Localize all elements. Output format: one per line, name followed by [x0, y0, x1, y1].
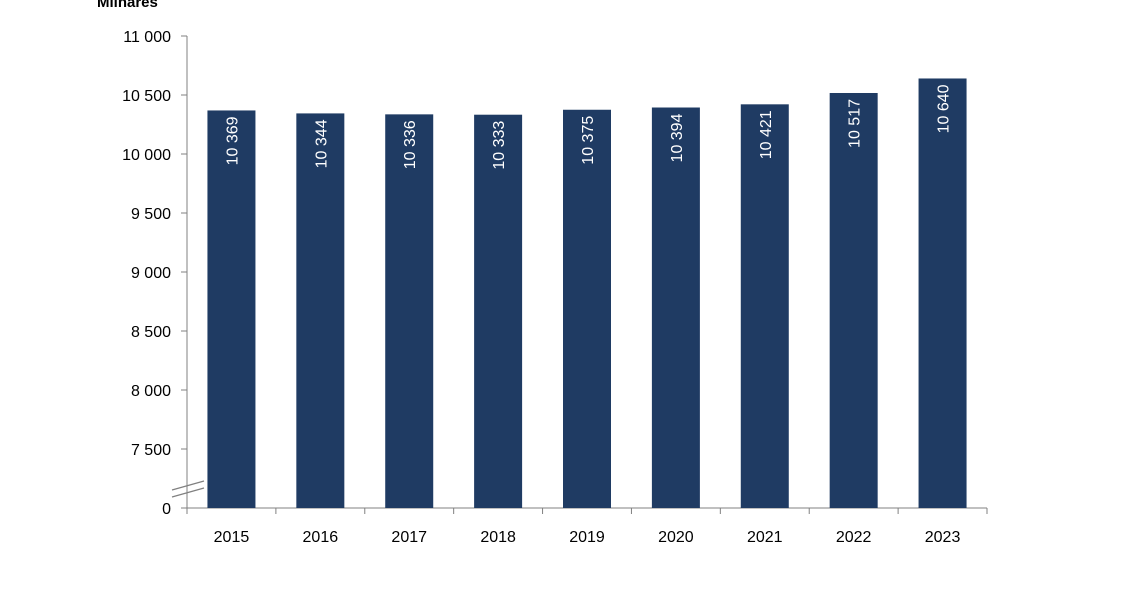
bar-value-label: 10 344 [313, 119, 330, 168]
bar-2022 [829, 92, 878, 508]
y-tick-label: 7 500 [131, 442, 171, 459]
y-tick-label: 10 000 [122, 147, 171, 164]
axis-break-mark [171, 487, 205, 498]
y-axis-unit-label: Milhares [97, 0, 158, 11]
bar-value-label: 10 517 [847, 99, 864, 148]
x-tick-label: 2019 [569, 529, 605, 546]
y-tick-label: 10 500 [122, 88, 171, 105]
x-tick-label: 2016 [303, 529, 339, 546]
x-tick-label: 2023 [925, 529, 961, 546]
bar-2023 [918, 78, 967, 508]
bar-value-label: 10 333 [491, 121, 508, 170]
y-tick-label: 9 500 [131, 206, 171, 223]
y-tick-label: 9 000 [131, 265, 171, 282]
y-tick-label: 8 500 [131, 324, 171, 341]
bar-2021 [740, 104, 789, 509]
bar-2018 [474, 114, 523, 509]
x-tick-label: 2015 [214, 529, 250, 546]
bar-2015 [207, 110, 256, 508]
y-tick-label: 11 000 [123, 29, 171, 46]
bar-value-label: 10 336 [402, 120, 419, 169]
x-tick-label: 2020 [658, 529, 694, 546]
y-tick-label: 8 000 [131, 383, 171, 400]
y-tick-label: 0 [162, 501, 171, 518]
x-tick-label: 2017 [391, 529, 427, 546]
bar-value-label: 10 640 [936, 84, 953, 133]
x-tick-label: 2021 [747, 529, 783, 546]
axis-break-mark [171, 480, 205, 491]
bar-value-label: 10 369 [224, 116, 241, 165]
bar-2016 [296, 113, 345, 509]
bar-2019 [563, 109, 611, 508]
bar-value-label: 10 394 [669, 113, 686, 162]
x-tick-label: 2018 [480, 529, 516, 546]
bar-2020 [651, 107, 700, 509]
bar-value-label: 10 421 [758, 110, 775, 159]
bar-value-label: 10 375 [580, 116, 597, 165]
x-tick-label: 2022 [836, 529, 872, 546]
bar-2017 [385, 114, 434, 509]
